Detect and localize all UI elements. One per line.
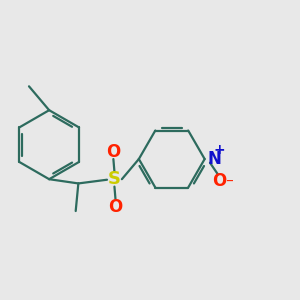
Text: ⁻: ⁻ (226, 177, 234, 192)
Text: O: O (212, 172, 227, 190)
Text: O: O (108, 198, 123, 216)
Text: +: + (213, 143, 225, 157)
Text: N: N (207, 150, 221, 168)
Text: O: O (106, 142, 121, 160)
Text: S: S (108, 170, 121, 188)
